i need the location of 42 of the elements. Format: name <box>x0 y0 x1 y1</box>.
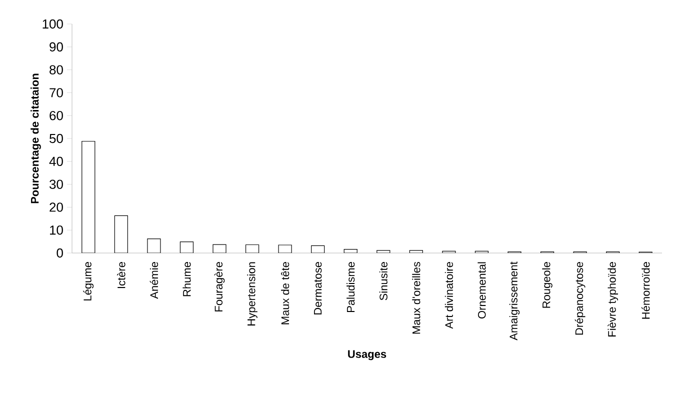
x-tick-label: Ictère <box>117 262 126 288</box>
y-tick-label: 30 <box>50 180 63 189</box>
bar <box>82 140 96 253</box>
y-tick-label: 40 <box>49 156 63 166</box>
y-tick-label: 0 <box>56 248 63 258</box>
bar <box>311 245 325 253</box>
x-tick-label: Hémorroïde <box>642 262 650 319</box>
y-tick-label: 90 <box>50 42 63 52</box>
bar <box>245 244 260 253</box>
bar <box>344 249 358 253</box>
x-tick-label: Art divinatoire <box>444 262 453 329</box>
x-tick-label: Dermatose <box>314 262 322 314</box>
x-tick-label: Paludisme <box>346 262 355 312</box>
x-tick-label: Rhume <box>182 262 191 296</box>
x-tick-label: Hypertension <box>247 262 258 326</box>
bar <box>376 250 390 253</box>
x-tick-label: Rougeole <box>542 262 552 308</box>
bar <box>114 215 128 253</box>
x-tick-label: Ornemental <box>478 262 486 318</box>
x-tick-label: Anémie <box>150 262 158 299</box>
y-tick-label: 80 <box>50 65 63 74</box>
bar <box>409 250 423 253</box>
bar <box>180 241 194 253</box>
bar <box>212 244 226 253</box>
x-tick-label: Sinusite <box>379 262 388 300</box>
y-axis-title: Pourcentage de citataion <box>30 74 41 204</box>
y-tick-label: 50 <box>50 134 63 144</box>
y-tick-label: 100 <box>42 19 63 29</box>
bar <box>278 244 292 253</box>
x-tick-label: Fièvre typhoïde <box>608 262 618 336</box>
x-tick-label: Légume <box>83 262 94 300</box>
x-tick-label: Amaigrissement <box>509 262 520 340</box>
x-tick-label: Drépanocytose <box>574 262 586 335</box>
x-tick-label: Maux de tête <box>281 262 290 324</box>
bar <box>147 238 161 253</box>
x-tick-label: Maux d'oreilles <box>412 262 420 334</box>
y-tick-label: 60 <box>50 110 63 120</box>
x-axis-title: Usages <box>348 350 386 360</box>
x-tick-label: Fouragère <box>214 262 225 312</box>
y-tick-label: 20 <box>50 202 63 212</box>
y-tick-label: 10 <box>50 225 63 235</box>
y-tick-label: 70 <box>50 88 63 98</box>
